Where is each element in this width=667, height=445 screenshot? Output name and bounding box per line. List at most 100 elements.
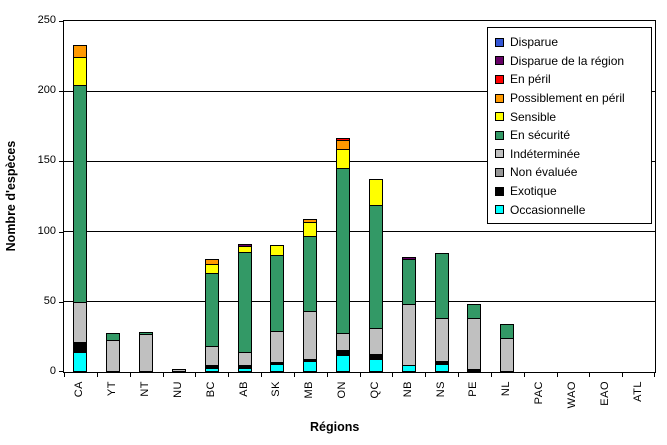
bar-segment xyxy=(500,338,515,372)
legend-item: Non évaluée xyxy=(495,163,645,182)
x-tick-label-NS: NS xyxy=(434,381,447,398)
legend-swatch-icon xyxy=(495,93,504,103)
gridline-100 xyxy=(64,231,655,233)
legend-item: En sécurité xyxy=(495,126,645,145)
gridline-50 xyxy=(64,301,655,303)
bar-segment xyxy=(237,252,252,353)
bar-NB xyxy=(401,257,416,372)
legend-item: Indéterminée xyxy=(495,145,645,164)
bar-segment xyxy=(270,364,285,372)
x-tick-mark xyxy=(293,372,295,377)
bar-segment xyxy=(401,259,416,305)
x-tick-label-NU: NU xyxy=(171,381,184,398)
legend-label: Disparue de la région xyxy=(510,53,625,68)
x-tick-mark xyxy=(129,372,131,377)
y-tick-mark xyxy=(59,91,64,93)
legend-swatch-icon xyxy=(495,56,504,66)
legend-item: Occasionnelle xyxy=(495,200,645,219)
bar-segment xyxy=(434,364,449,372)
bar-NL xyxy=(500,324,515,372)
bar-segment xyxy=(336,149,351,169)
y-tick-mark xyxy=(59,371,64,372)
bar-MB xyxy=(303,219,318,372)
legend-swatch-icon xyxy=(495,130,504,140)
legend-label: Non évaluée xyxy=(510,165,578,180)
x-tick-mark xyxy=(392,372,394,377)
y-tick-label-0: 0 xyxy=(49,365,56,377)
legend-swatch-icon xyxy=(495,37,504,47)
y-tick-mark xyxy=(59,231,64,233)
legend-item: Sensible xyxy=(495,107,645,126)
x-tick-label-SK: SK xyxy=(270,381,283,397)
bar-segment xyxy=(303,236,318,312)
legend: Disparue Disparue de la région En péril Pos… xyxy=(487,27,652,224)
bar-segment xyxy=(237,368,252,372)
bar-segment xyxy=(401,365,416,372)
x-tick-mark xyxy=(64,372,65,377)
bar-NT xyxy=(139,332,154,372)
x-tick-label-WAO: WAO xyxy=(565,381,578,409)
x-tick-label-QC: QC xyxy=(368,381,381,399)
x-tick-label-ON: ON xyxy=(336,381,349,399)
legend-label: Possiblement en péril xyxy=(510,91,625,106)
x-tick-label-NB: NB xyxy=(401,381,414,398)
bar-segment xyxy=(73,57,88,86)
gridline-150 xyxy=(64,160,655,162)
bar-CA xyxy=(73,45,88,372)
bar-NU xyxy=(171,369,186,372)
bar-segment xyxy=(106,340,121,372)
y-tick-label-50: 50 xyxy=(43,294,56,307)
bar-ON xyxy=(336,138,351,372)
x-tick-mark xyxy=(261,372,262,377)
x-tick-mark xyxy=(589,372,591,377)
bar-AB xyxy=(237,244,252,372)
bar-QC xyxy=(368,179,383,372)
x-tick-label-PE: PE xyxy=(467,381,480,397)
legend-swatch-icon xyxy=(495,74,504,84)
bar-segment xyxy=(270,331,285,363)
y-tick-label-100: 100 xyxy=(37,224,56,237)
bar-segment xyxy=(467,318,482,370)
x-tick-label-AB: AB xyxy=(237,381,250,397)
bar-segment xyxy=(467,304,482,319)
bar-segment xyxy=(368,179,383,206)
legend-swatch-icon xyxy=(495,149,504,159)
x-tick-label-CA: CA xyxy=(73,381,86,398)
bar-segment xyxy=(368,205,383,329)
bar-segment xyxy=(368,359,383,372)
bar-SK xyxy=(270,245,285,372)
bar-segment xyxy=(303,361,318,372)
bar-segment xyxy=(171,369,186,372)
y-tick-label-150: 150 xyxy=(37,154,56,167)
bar-segment xyxy=(434,318,449,362)
legend-item: Disparue xyxy=(495,33,645,52)
bar-YT xyxy=(106,333,121,372)
y-tick-label-200: 200 xyxy=(37,84,56,97)
bar-segment xyxy=(73,85,88,303)
bar-segment xyxy=(204,346,219,366)
y-tick-label-250: 250 xyxy=(37,14,56,26)
x-tick-mark xyxy=(425,372,427,377)
x-tick-label-EAO: EAO xyxy=(598,381,611,406)
x-tick-mark xyxy=(622,372,624,377)
bar-segment xyxy=(336,168,351,334)
legend-label: Disparue xyxy=(510,35,559,50)
x-tick-mark xyxy=(556,372,558,377)
x-tick-mark xyxy=(195,372,197,377)
bar-segment xyxy=(237,352,252,366)
bar-BC xyxy=(204,259,219,372)
legend-item: En péril xyxy=(495,70,645,89)
x-tick-label-PAC: PAC xyxy=(533,381,546,405)
x-tick-label-ATL: ATL xyxy=(631,381,644,402)
bar-segment xyxy=(204,368,219,372)
gridline-200 xyxy=(64,90,655,92)
bar-segment xyxy=(73,352,88,372)
x-tick-mark xyxy=(490,372,492,377)
bar-segment xyxy=(303,311,318,360)
bar-segment xyxy=(467,369,482,372)
legend-item: Exotique xyxy=(495,182,645,201)
bar-segment xyxy=(270,255,285,332)
bar-segment xyxy=(139,334,154,372)
legend-swatch-icon xyxy=(495,167,504,177)
